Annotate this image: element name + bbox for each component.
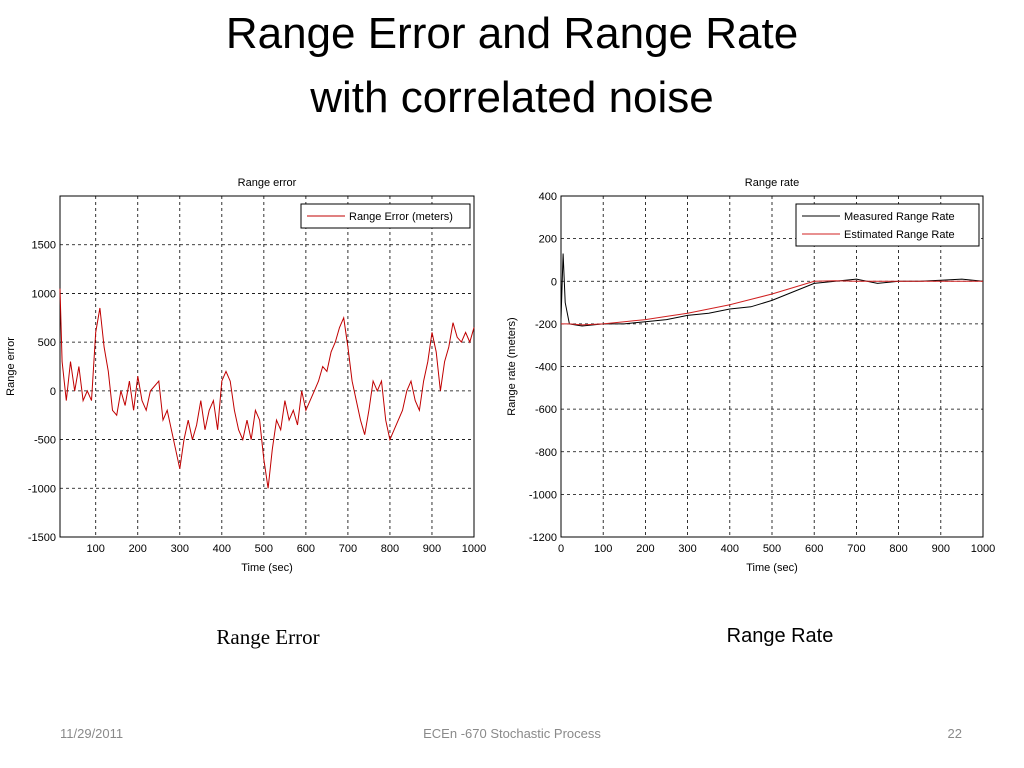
x-tick-label: 1000: [462, 543, 486, 555]
y-tick-label: -1000: [28, 483, 56, 495]
data-line: [561, 280, 983, 326]
plot-area: [59, 195, 475, 538]
legend-box: [795, 203, 980, 247]
x-axis-label: Time (sec): [241, 562, 293, 574]
x-tick-label: 700: [339, 543, 357, 555]
y-tick-label: -200: [535, 319, 557, 331]
y-tick-label: -400: [535, 362, 557, 374]
caption: Range Error: [216, 625, 319, 649]
x-tick-label: 0: [558, 543, 564, 555]
y-tick-label: 1000: [32, 288, 56, 300]
legend-label: Measured Range Rate: [844, 211, 955, 223]
legend-label: Estimated Range Rate: [844, 229, 955, 241]
x-tick-label: 400: [721, 543, 739, 555]
slide-title: Range Error and Range Rate: [226, 9, 798, 58]
footer-date: 11/29/2011: [60, 726, 123, 741]
y-tick-label: -800: [535, 447, 557, 459]
y-tick-label: -1000: [529, 489, 557, 501]
x-tick-label: 300: [171, 543, 189, 555]
y-axis-label: Range error: [5, 337, 17, 396]
x-tick-label: 900: [423, 543, 441, 555]
x-tick-label: 500: [763, 543, 781, 555]
y-tick-label: 200: [539, 234, 557, 246]
footer-page: 22: [948, 726, 962, 741]
x-tick-label: 900: [932, 543, 950, 555]
legend-box: [300, 203, 471, 229]
caption: Range Rate: [727, 625, 834, 647]
y-tick-label: 0: [50, 386, 56, 398]
x-tick-label: 600: [805, 543, 823, 555]
y-tick-label: 500: [38, 337, 56, 349]
x-tick-label: 800: [381, 543, 399, 555]
x-tick-label: 200: [129, 543, 147, 555]
x-axis-label: Time (sec): [746, 562, 798, 574]
x-tick-label: 100: [594, 543, 612, 555]
y-tick-label: -1200: [529, 532, 557, 544]
y-axis-label: Range rate (meters): [506, 317, 518, 415]
footer-center: ECEn -670 Stochastic Process: [423, 726, 601, 741]
data-line: [59, 288, 475, 489]
legend-label: Range Error (meters): [349, 211, 453, 223]
x-tick-label: 800: [889, 543, 907, 555]
y-tick-label: 0: [551, 276, 557, 288]
slide-title: with correlated noise: [309, 73, 714, 122]
x-tick-label: 200: [636, 543, 654, 555]
chart-title: Range rate: [745, 177, 799, 189]
chart-title: Range error: [238, 177, 297, 189]
x-tick-label: 400: [213, 543, 231, 555]
x-tick-label: 1000: [971, 543, 995, 555]
y-tick-label: -600: [535, 404, 557, 416]
y-tick-label: 400: [539, 191, 557, 203]
y-tick-label: -500: [34, 435, 56, 447]
x-tick-label: 600: [297, 543, 315, 555]
x-tick-label: 500: [255, 543, 273, 555]
x-tick-label: 300: [678, 543, 696, 555]
x-tick-label: 700: [847, 543, 865, 555]
charts: Range error Time (sec) Range error 100 200 30…: [5, 177, 995, 574]
y-tick-label: -1500: [28, 532, 56, 544]
x-tick-label: 100: [87, 543, 105, 555]
y-tick-label: 1500: [32, 240, 56, 252]
